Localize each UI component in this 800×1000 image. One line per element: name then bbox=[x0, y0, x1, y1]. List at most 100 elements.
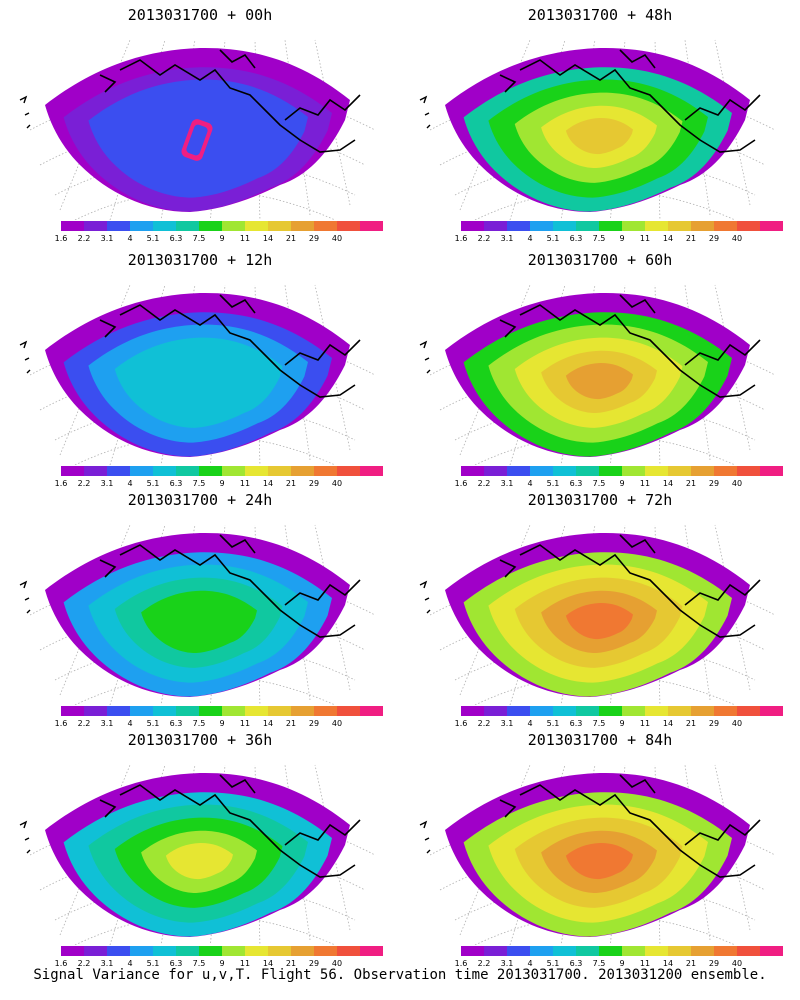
colorbar-swatch bbox=[760, 706, 783, 716]
graticule-line bbox=[74, 189, 336, 220]
coastline bbox=[99, 294, 361, 398]
coastline bbox=[99, 49, 361, 153]
colorbar bbox=[461, 706, 783, 716]
colorbar-swatch bbox=[576, 221, 599, 231]
colorbar-tick-label: 6.3 bbox=[169, 719, 183, 728]
colorbar-ticks: 1.6 2.2 3.1 4 5.1 6.3 7.5 9 11 14 21 29 40 bbox=[455, 959, 761, 969]
colorbar-swatch bbox=[507, 706, 530, 716]
colorbar-tick-label: 29 bbox=[308, 479, 320, 488]
colorbar-swatch bbox=[507, 466, 530, 476]
colorbar-tick-label: 14 bbox=[262, 959, 274, 968]
panel-title: 2013031700 + 48h bbox=[527, 6, 673, 24]
colorbar-tick-label: 6.3 bbox=[569, 959, 583, 968]
colorbar-swatch bbox=[245, 221, 268, 231]
colorbar-swatch bbox=[199, 221, 222, 231]
colorbar-swatch bbox=[107, 466, 130, 476]
colorbar-tick-label: 21 bbox=[285, 959, 297, 968]
colorbar-swatch bbox=[291, 466, 314, 476]
graticule-line bbox=[474, 189, 736, 220]
colorbar-tick-label: 7.5 bbox=[592, 479, 606, 488]
colorbar-swatch bbox=[199, 466, 222, 476]
colorbar-tick-label: 9 bbox=[619, 234, 625, 243]
field-contour bbox=[565, 118, 633, 155]
colorbar-swatch bbox=[314, 466, 337, 476]
colorbar-swatch bbox=[360, 221, 383, 231]
colorbar-swatch bbox=[691, 221, 714, 231]
colorbar-tick-label: 3.1 bbox=[100, 719, 114, 728]
colorbar-swatch bbox=[107, 946, 130, 956]
colorbar-swatch bbox=[760, 221, 783, 231]
colorbar-tick-label: 29 bbox=[708, 234, 720, 243]
colorbar-swatch bbox=[691, 946, 714, 956]
colorbar-swatch bbox=[245, 466, 268, 476]
variance-map bbox=[419, 524, 776, 705]
coastline bbox=[499, 294, 761, 398]
colorbar-swatch bbox=[461, 466, 484, 476]
colorbar-tick-label: 6.3 bbox=[169, 959, 183, 968]
colorbar-swatch bbox=[737, 946, 760, 956]
colorbar-swatch bbox=[153, 221, 176, 231]
colorbar-tick-label: 40 bbox=[331, 479, 343, 488]
colorbar-tick-label: 40 bbox=[731, 959, 743, 968]
colorbar-swatch bbox=[461, 221, 484, 231]
colorbar-tick-label: 1.6 bbox=[54, 479, 68, 488]
colorbar-swatch bbox=[337, 466, 360, 476]
colorbar-tick-label: 9 bbox=[619, 479, 625, 488]
colorbar-tick-label: 5.1 bbox=[546, 234, 560, 243]
panel-title: 2013031700 + 00h bbox=[127, 6, 273, 24]
colorbar-tick-label: 21 bbox=[285, 719, 297, 728]
colorbar-swatch bbox=[107, 706, 130, 716]
colorbar-swatch bbox=[107, 221, 130, 231]
coastline-fragment bbox=[19, 820, 31, 854]
colorbar-tick-label: 1.6 bbox=[454, 479, 468, 488]
colorbar-tick-label: 11 bbox=[639, 479, 651, 488]
colorbar-tick-label: 11 bbox=[639, 959, 651, 968]
colorbar-tick-label: 3.1 bbox=[500, 234, 514, 243]
colorbar-swatch bbox=[530, 706, 553, 716]
colorbar-tick-label: 5.1 bbox=[546, 959, 560, 968]
colorbar-tick-label: 2.2 bbox=[77, 959, 91, 968]
colorbar-swatch bbox=[176, 221, 199, 231]
colorbar-tick-label: 11 bbox=[239, 479, 251, 488]
colorbar-tick-label: 6.3 bbox=[569, 719, 583, 728]
colorbar-tick-label: 14 bbox=[262, 719, 274, 728]
colorbar-ticks: 1.6 2.2 3.1 4 5.1 6.3 7.5 9 11 14 21 29 40 bbox=[455, 719, 761, 729]
colorbar-tick-label: 7.5 bbox=[192, 234, 206, 243]
colorbar-tick-label: 2.2 bbox=[477, 959, 491, 968]
colorbar-swatch bbox=[714, 946, 737, 956]
graticule-line bbox=[474, 674, 736, 705]
panel-title: 2013031700 + 36h bbox=[127, 731, 273, 749]
colorbar-swatch bbox=[153, 946, 176, 956]
colorbar-swatch bbox=[176, 946, 199, 956]
panel-title: 2013031700 + 60h bbox=[527, 251, 673, 269]
colorbar-swatch bbox=[360, 706, 383, 716]
colorbar-swatch bbox=[84, 946, 107, 956]
colorbar-swatch bbox=[714, 706, 737, 716]
colorbar bbox=[461, 221, 783, 231]
colorbar-swatch bbox=[530, 221, 553, 231]
colorbar-tick-label: 4 bbox=[127, 719, 133, 728]
colorbar-swatch bbox=[176, 466, 199, 476]
colorbar bbox=[61, 706, 383, 716]
colorbar-tick-label: 14 bbox=[662, 959, 674, 968]
field-peak-core bbox=[186, 124, 208, 156]
colorbar-swatch bbox=[622, 706, 645, 716]
colorbar-ticks: 1.6 2.2 3.1 4 5.1 6.3 7.5 9 11 14 21 29 40 bbox=[455, 234, 761, 244]
colorbar-ticks: 1.6 2.2 3.1 4 5.1 6.3 7.5 9 11 14 21 29 40 bbox=[55, 479, 361, 489]
colorbar-swatch bbox=[337, 221, 360, 231]
colorbar-tick-label: 5.1 bbox=[146, 959, 160, 968]
colorbar bbox=[61, 946, 383, 956]
panel-60h: 2013031700 + 60h 1.6 2.2 3.1 4 5.1 6.3 7.5 9 11 1… bbox=[400, 245, 800, 490]
colorbar-swatch bbox=[553, 221, 576, 231]
colorbar-tick-label: 9 bbox=[219, 479, 225, 488]
field-contour bbox=[565, 843, 633, 880]
colorbar-tick-label: 40 bbox=[331, 234, 343, 243]
field-contour bbox=[114, 337, 283, 428]
colorbar-swatch bbox=[222, 466, 245, 476]
colorbar-tick-label: 7.5 bbox=[192, 959, 206, 968]
colorbar-tick-label: 11 bbox=[639, 234, 651, 243]
colorbar-swatch bbox=[130, 221, 153, 231]
colorbar-tick-label: 1.6 bbox=[54, 719, 68, 728]
colorbar-swatch bbox=[645, 221, 668, 231]
colorbar-tick-label: 5.1 bbox=[146, 479, 160, 488]
